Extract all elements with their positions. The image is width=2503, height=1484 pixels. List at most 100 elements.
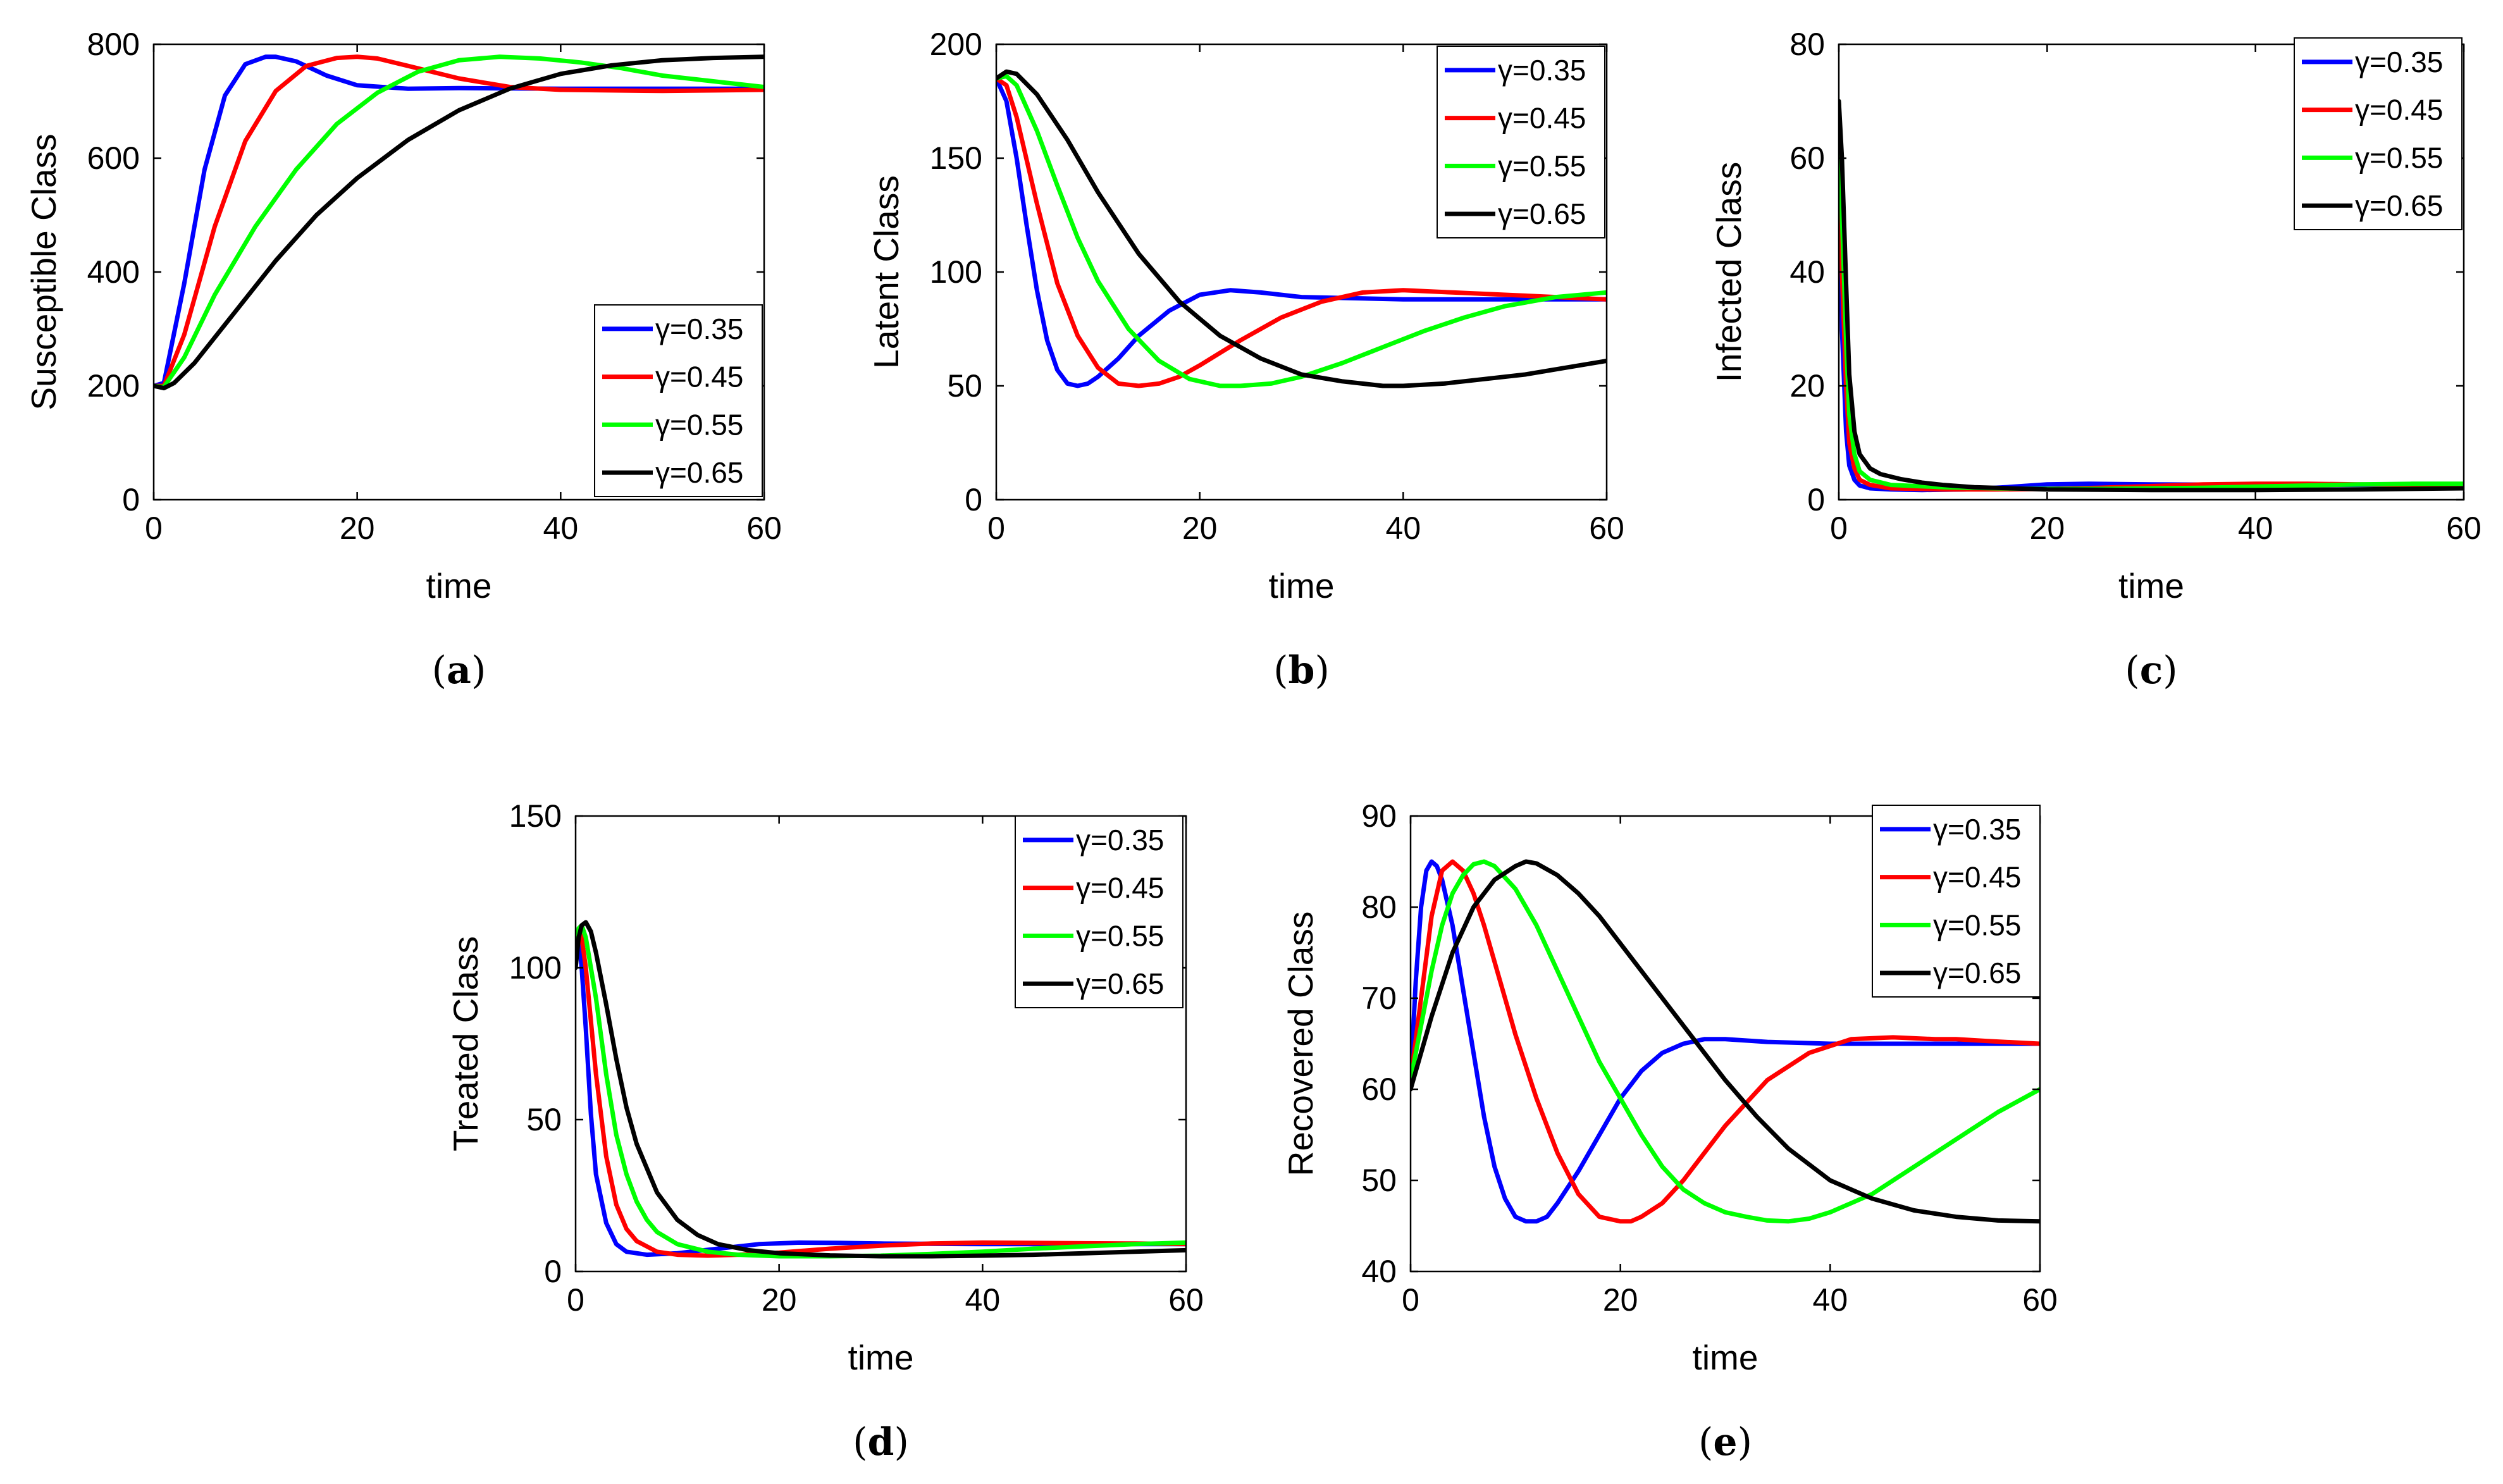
y-tick-label-e-1: 50: [1361, 1163, 1397, 1198]
y-tick-label-d-2: 100: [509, 950, 562, 986]
y-tick-label-e-4: 80: [1361, 889, 1397, 925]
legend-label-e-1: γ=0.45: [1933, 861, 2021, 894]
x-tick-label-d-0: 0: [567, 1282, 584, 1318]
y-tick-label-a-3: 600: [87, 140, 140, 176]
panel-caption-a: (a): [432, 648, 486, 693]
y-tick-label-d-0: 0: [544, 1254, 562, 1289]
legend-label-a-3: γ=0.65: [655, 456, 743, 489]
legend-box-c: [2294, 37, 2463, 230]
y-tick-label-a-1: 200: [87, 368, 140, 404]
x-tick-label-c-1: 20: [2030, 510, 2065, 546]
legend-label-a-2: γ=0.55: [655, 408, 743, 441]
y-tick-label-e-5: 90: [1361, 798, 1397, 834]
series-line-a-3: [154, 54, 764, 391]
panel-e: 0 20 40 60 40 50 60 70 80 90 time Recovered Class (e…: [1281, 798, 2058, 1464]
x-tick-label-a-1: 20: [340, 510, 375, 546]
legend-label-d-1: γ=0.45: [1076, 872, 1164, 905]
y-tick-label-b-4: 200: [930, 27, 982, 62]
legend-e: γ=0.35 γ=0.45 γ=0.55 γ=0.65: [1872, 805, 2041, 998]
series-line-b-0: [996, 76, 1607, 388]
plot-frame-e: [1409, 815, 2041, 1273]
legend-a: γ=0.35 γ=0.45 γ=0.55 γ=0.65: [594, 304, 763, 497]
plot-frame-d: [574, 815, 1187, 1273]
legend-label-d-3: γ=0.65: [1076, 967, 1164, 1000]
panel-caption-d: (d): [853, 1420, 909, 1464]
legend-label-e-0: γ=0.35: [1933, 813, 2021, 846]
x-tick-label-c-2: 40: [2238, 510, 2273, 546]
panel-b: 0 20 40 60 0 50 100 150 200 time Latent Class (b) γ=…: [867, 27, 1624, 693]
x-tick-label-d-3: 60: [1168, 1282, 1204, 1318]
x-tick-label-a-0: 0: [145, 510, 163, 546]
series-line-e-1: [1411, 859, 2040, 1224]
panel-caption-e: (e): [1698, 1420, 1752, 1464]
x-axis-label-e: time: [1693, 1338, 1758, 1377]
x-tick-label-c-0: 0: [1830, 510, 1848, 546]
y-tick-label-c-3: 60: [1789, 140, 1825, 176]
legend-label-c-2: γ=0.55: [2355, 141, 2443, 174]
y-tick-label-c-4: 80: [1789, 27, 1825, 62]
y-axis-label-a: Susceptible Class: [24, 133, 63, 410]
legend-box-a: [594, 304, 763, 497]
panel-caption-b: (b): [1273, 648, 1330, 693]
y-tick-label-c-1: 20: [1789, 368, 1825, 404]
series-line-a-1: [154, 54, 764, 388]
y-axis-label-d: Treated Class: [446, 936, 485, 1151]
x-tick-label-b-2: 40: [1386, 510, 1421, 546]
y-tick-label-b-0: 0: [965, 482, 982, 517]
x-axis-label-a: time: [426, 566, 492, 605]
legend-label-b-2: γ=0.55: [1498, 149, 1586, 182]
y-tick-label-d-3: 150: [509, 798, 562, 834]
series-line-b-2: [996, 73, 1607, 388]
x-tick-label-b-1: 20: [1182, 510, 1218, 546]
legend-label-d-0: γ=0.35: [1076, 824, 1164, 856]
series-line-b-1: [996, 76, 1607, 388]
series-line-c-3: [1839, 99, 2464, 493]
y-tick-label-e-0: 40: [1361, 1254, 1397, 1289]
legend-d: γ=0.35 γ=0.45 γ=0.55 γ=0.65: [1015, 815, 1184, 1008]
x-tick-label-d-2: 40: [965, 1282, 1001, 1318]
x-axis-label-d: time: [848, 1338, 914, 1377]
legend-b: γ=0.35 γ=0.45 γ=0.55 γ=0.65: [1437, 46, 1605, 238]
legend-box-b: [1437, 46, 1605, 238]
y-axis-label-b: Latent Class: [867, 175, 906, 369]
series-line-a-2: [154, 54, 764, 390]
x-tick-label-d-1: 20: [762, 1282, 797, 1318]
y-tick-label-a-2: 400: [87, 254, 140, 290]
legend-box-e: [1872, 805, 2041, 998]
panel-caption-c: (c): [2125, 648, 2177, 693]
y-tick-label-c-2: 40: [1789, 254, 1825, 290]
y-tick-label-a-4: 800: [87, 27, 140, 62]
y-tick-label-e-2: 60: [1361, 1072, 1397, 1107]
legend-label-b-1: γ=0.45: [1498, 102, 1586, 135]
x-tick-label-b-0: 0: [987, 510, 1005, 546]
legend-label-b-0: γ=0.35: [1498, 54, 1586, 87]
y-tick-label-b-3: 150: [930, 140, 982, 176]
x-tick-label-e-3: 60: [2022, 1282, 2058, 1318]
y-tick-label-b-1: 50: [947, 368, 982, 404]
series-line-e-3: [1411, 859, 2040, 1224]
legend-label-c-1: γ=0.45: [2355, 94, 2443, 127]
x-axis-label-c: time: [2118, 566, 2184, 605]
legend-label-c-0: γ=0.35: [2355, 46, 2443, 78]
y-tick-label-c-0: 0: [1807, 482, 1825, 517]
legend-label-d-2: γ=0.55: [1076, 919, 1164, 952]
y-tick-label-a-0: 0: [122, 482, 140, 517]
x-axis-label-b: time: [1269, 566, 1335, 605]
legend-label-a-1: γ=0.45: [655, 361, 743, 393]
legend-label-e-3: γ=0.65: [1933, 956, 2021, 989]
legend-c: γ=0.35 γ=0.45 γ=0.55 γ=0.65: [2294, 37, 2463, 230]
panel-d: 0 20 40 60 0 50 100 150 time Treated Class (d) γ=0.…: [446, 798, 1204, 1464]
x-tick-label-e-0: 0: [1402, 1282, 1419, 1318]
y-tick-label-d-1: 50: [526, 1102, 562, 1137]
x-tick-label-a-3: 60: [746, 510, 782, 546]
series-line-e-0: [1411, 859, 2040, 1224]
legend-box-d: [1015, 815, 1184, 1008]
series-line-d-2: [576, 923, 1186, 1259]
legend-label-a-0: γ=0.35: [655, 312, 743, 345]
series-line-d-3: [576, 920, 1186, 1259]
x-tick-label-a-2: 40: [543, 510, 579, 546]
series-line-d-1: [576, 929, 1186, 1258]
y-axis-label-e: Recovered Class: [1281, 912, 1320, 1177]
